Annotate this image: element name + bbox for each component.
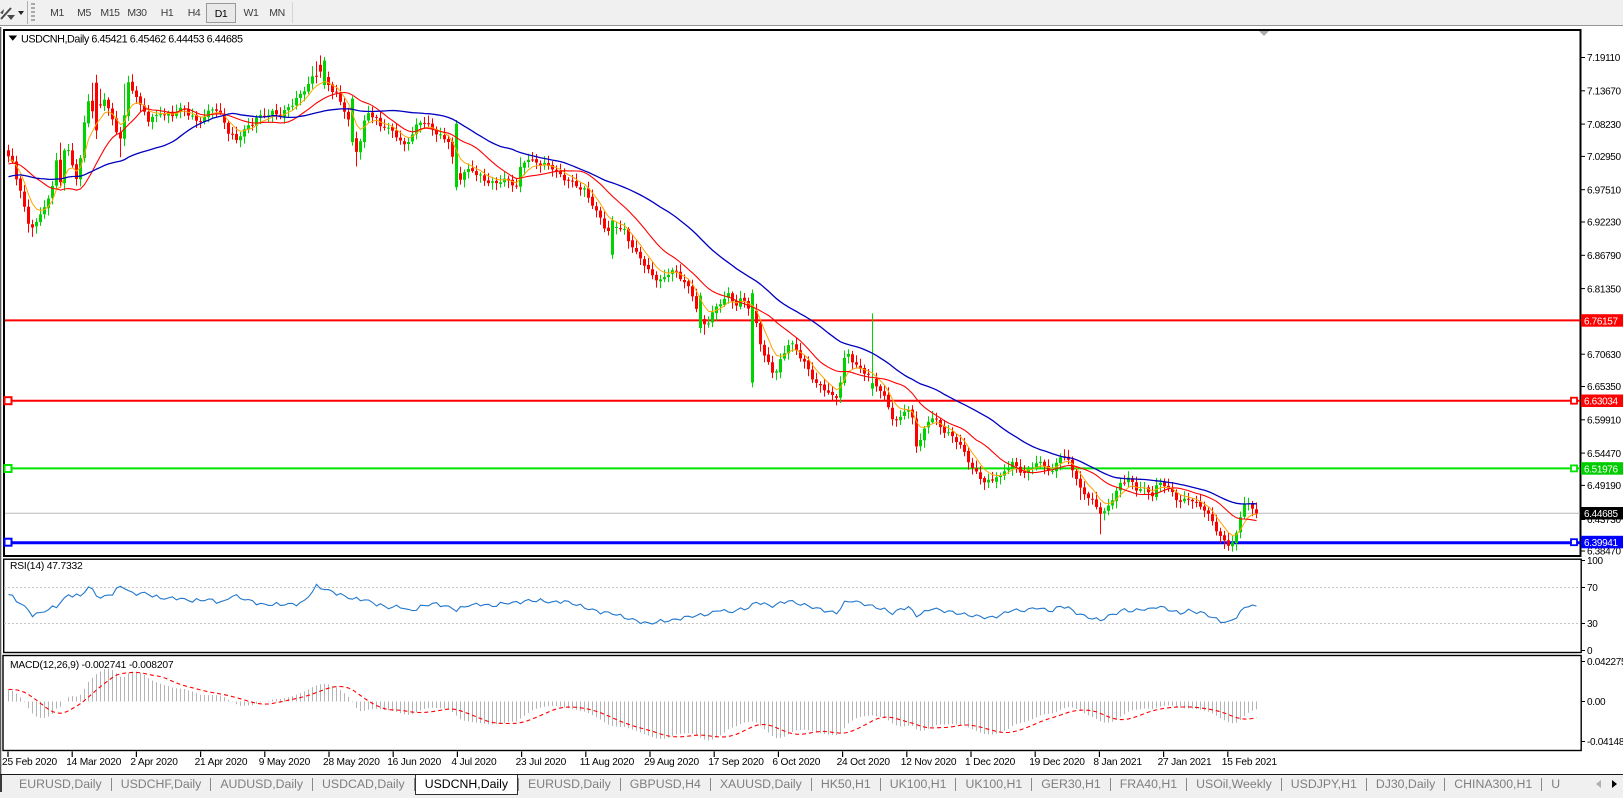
svg-text:6.92230: 6.92230 <box>1587 218 1621 229</box>
svg-text:7.19110: 7.19110 <box>1587 53 1621 64</box>
svg-text:6.39941: 6.39941 <box>1584 538 1618 549</box>
svg-text:70: 70 <box>1587 583 1598 594</box>
svg-text:USDCNH,Daily 6.45421 6.45462: USDCNH,Daily 6.45421 6.45462 6.44453 6.4… <box>21 34 243 46</box>
svg-text:6.44685: 6.44685 <box>1584 509 1618 520</box>
svg-text:6.43730: 6.43730 <box>1587 515 1621 526</box>
svg-text:29 Aug 2020: 29 Aug 2020 <box>644 757 700 768</box>
svg-text:30: 30 <box>1587 619 1598 630</box>
svg-text:6.59910: 6.59910 <box>1587 416 1621 427</box>
svg-text:6.49190: 6.49190 <box>1587 481 1621 492</box>
svg-text:6.54470: 6.54470 <box>1587 449 1621 460</box>
svg-text:6.51976: 6.51976 <box>1584 464 1618 475</box>
svg-text:23 Jul 2020: 23 Jul 2020 <box>516 757 567 768</box>
svg-text:16 Jun 2020: 16 Jun 2020 <box>387 757 441 768</box>
svg-text:27 Jan 2021: 27 Jan 2021 <box>1158 757 1212 768</box>
svg-text:100: 100 <box>1587 556 1604 567</box>
svg-text:RSI(14) 47.7332: RSI(14) 47.7332 <box>10 561 83 572</box>
svg-text:6.86790: 6.86790 <box>1587 251 1621 262</box>
svg-text:17 Sep 2020: 17 Sep 2020 <box>708 757 764 768</box>
svg-text:2 Apr 2020: 2 Apr 2020 <box>130 757 178 768</box>
svg-text:15 Feb 2021: 15 Feb 2021 <box>1222 757 1278 768</box>
svg-text:9 May 2020: 9 May 2020 <box>259 757 311 768</box>
svg-text:6.65350: 6.65350 <box>1587 382 1621 393</box>
svg-text:6.63034: 6.63034 <box>1584 397 1618 408</box>
svg-text:6.97510: 6.97510 <box>1587 185 1621 196</box>
svg-text:28 May 2020: 28 May 2020 <box>323 757 380 768</box>
svg-text:-0.04148: -0.04148 <box>1587 737 1623 748</box>
svg-text:14 Mar 2020: 14 Mar 2020 <box>66 757 122 768</box>
svg-text:7.08230: 7.08230 <box>1587 120 1621 131</box>
svg-text:25 Feb 2020: 25 Feb 2020 <box>2 757 58 768</box>
svg-text:MACD(12,26,9) -0.002741 -0.008: MACD(12,26,9) -0.002741 -0.008207 <box>10 660 174 671</box>
svg-text:8 Jan 2021: 8 Jan 2021 <box>1093 757 1142 768</box>
svg-text:1 Dec 2020: 1 Dec 2020 <box>965 757 1016 768</box>
svg-text:0.00: 0.00 <box>1587 697 1606 708</box>
svg-text:24 Oct 2020: 24 Oct 2020 <box>837 757 891 768</box>
svg-text:7.02950: 7.02950 <box>1587 152 1621 163</box>
svg-text:12 Nov 2020: 12 Nov 2020 <box>901 757 957 768</box>
svg-text:7.13670: 7.13670 <box>1587 87 1621 98</box>
svg-text:0: 0 <box>1587 646 1593 657</box>
svg-text:6.81350: 6.81350 <box>1587 284 1621 295</box>
svg-text:21 Apr 2020: 21 Apr 2020 <box>195 757 248 768</box>
svg-text:19 Dec 2020: 19 Dec 2020 <box>1029 757 1085 768</box>
svg-text:0.042275: 0.042275 <box>1587 657 1623 668</box>
svg-text:6.70630: 6.70630 <box>1587 350 1621 361</box>
svg-text:6 Oct 2020: 6 Oct 2020 <box>772 757 820 768</box>
svg-text:11 Aug 2020: 11 Aug 2020 <box>580 757 635 768</box>
svg-text:6.76157: 6.76157 <box>1584 316 1618 327</box>
svg-text:4 Jul 2020: 4 Jul 2020 <box>451 757 497 768</box>
svg-text:6.38470: 6.38470 <box>1587 547 1621 558</box>
